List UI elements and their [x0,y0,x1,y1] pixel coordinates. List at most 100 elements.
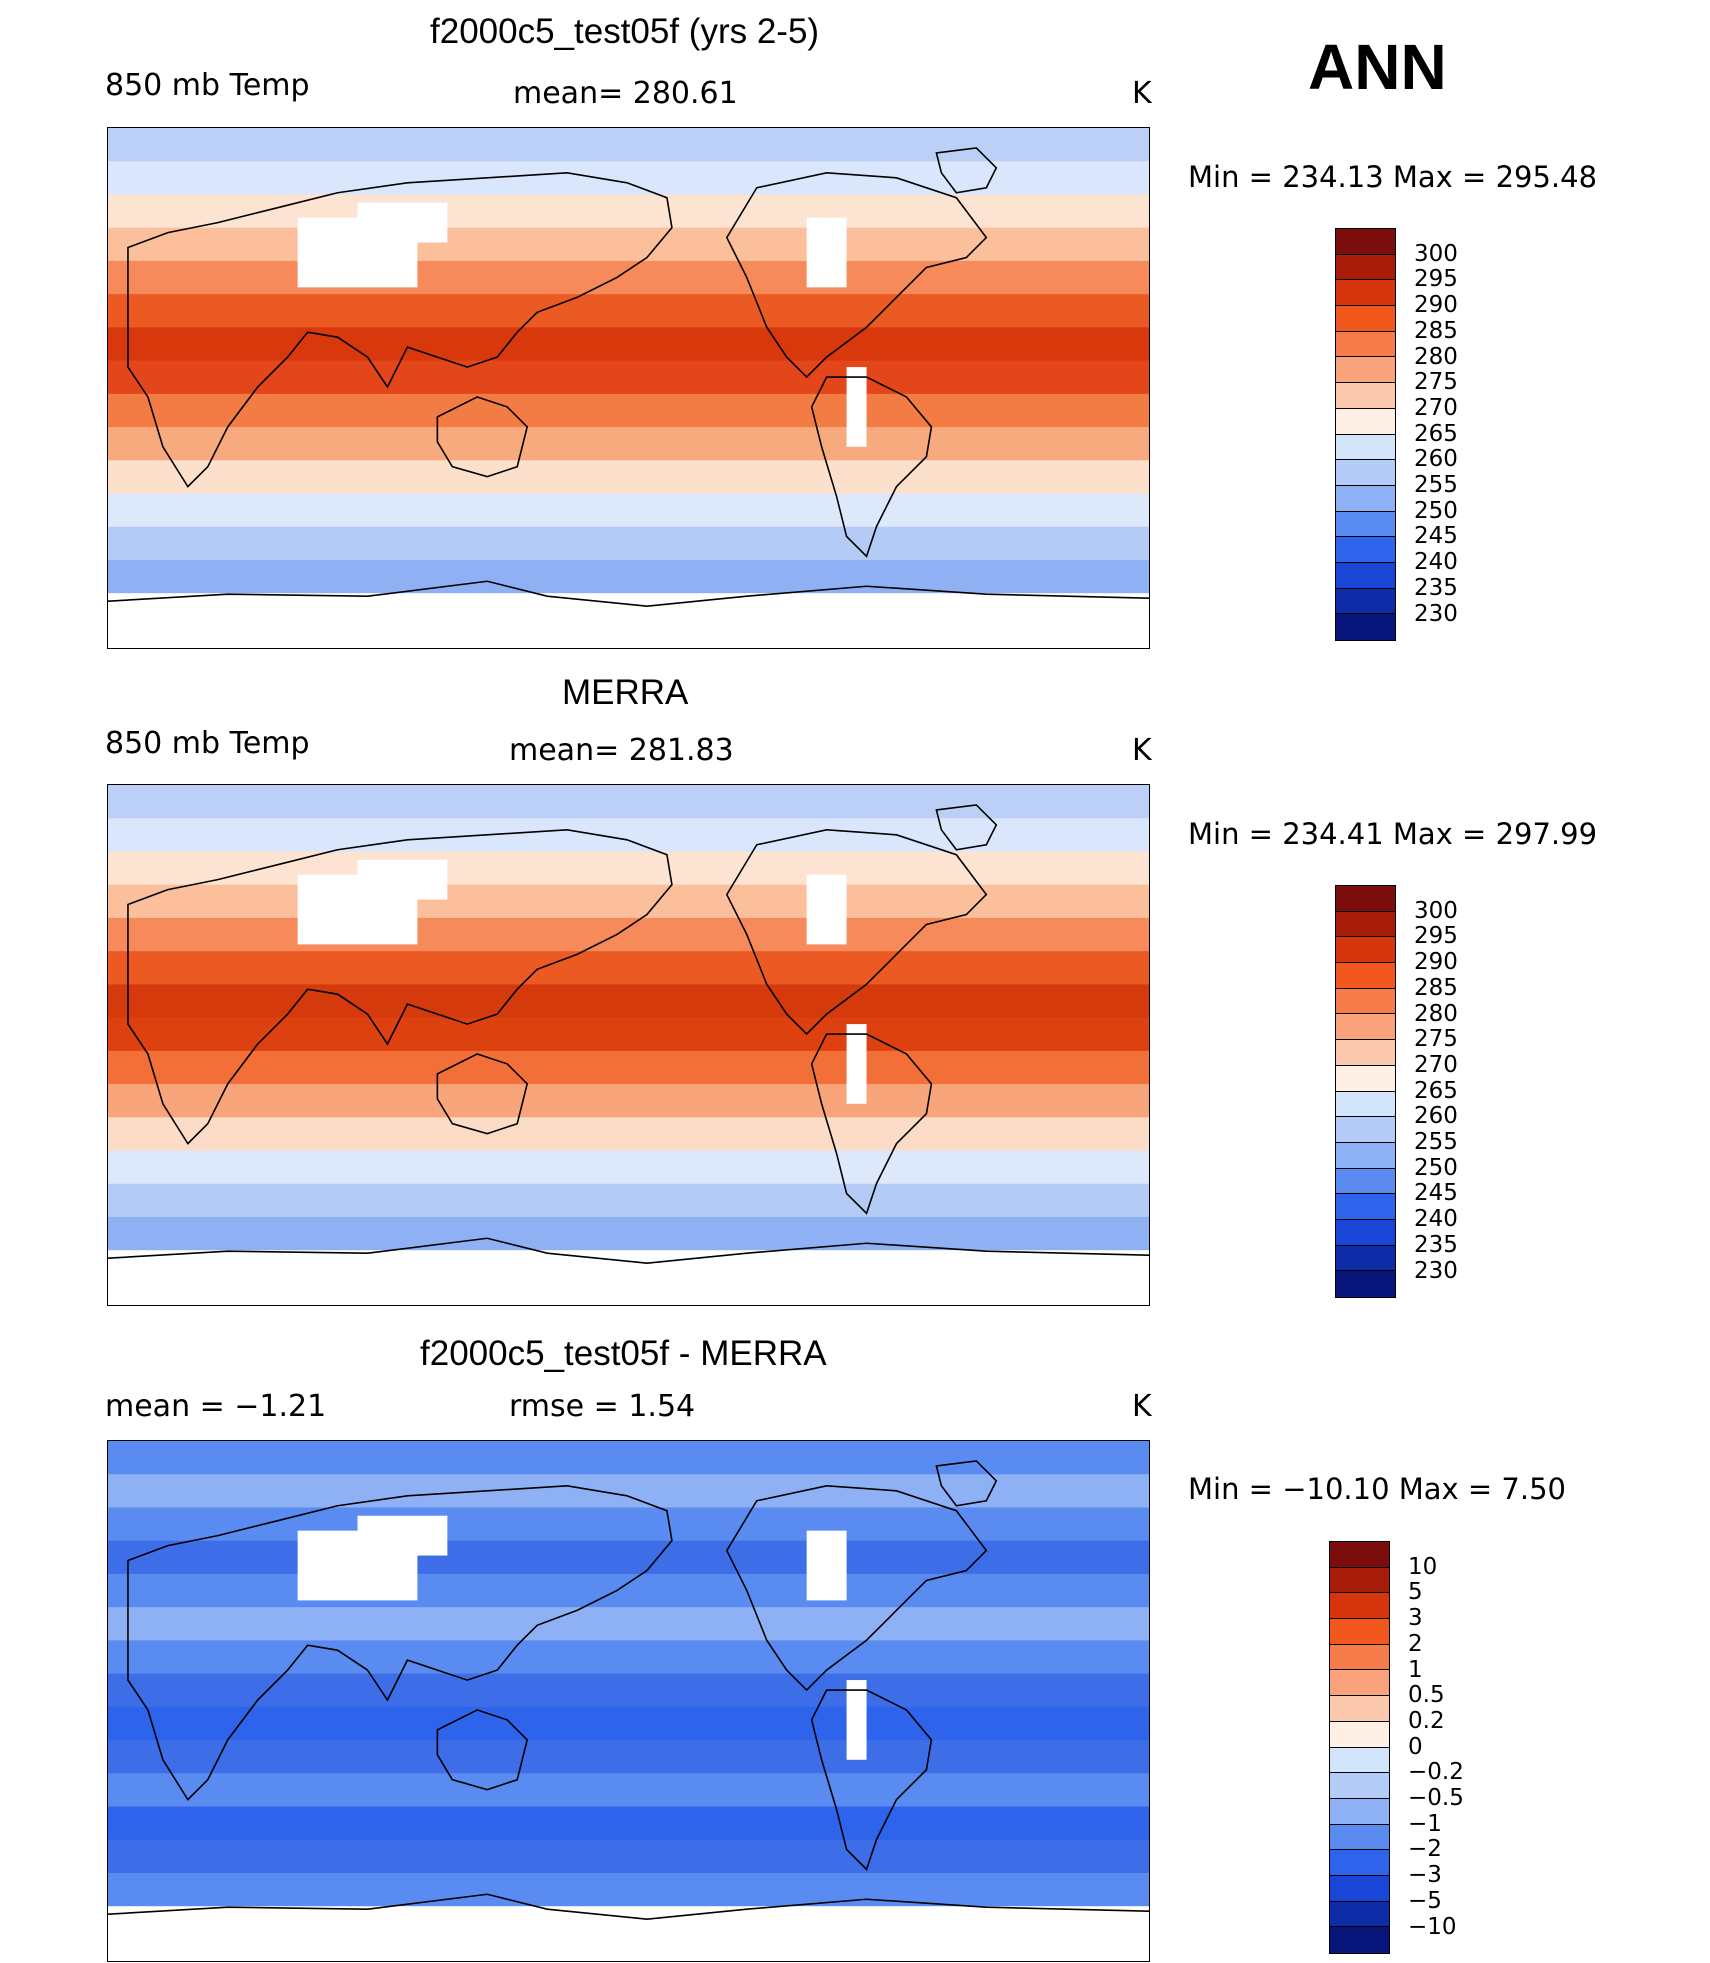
colorbar-swatch [1330,1593,1389,1620]
colorbar-tick-label: −0.5 [1408,1785,1464,1811]
contour-band [108,360,1149,395]
colorbar-swatch [1330,1721,1389,1748]
colorbar-swatch [1330,1619,1389,1645]
panel-3-map-svg [108,1441,1149,1961]
colorbar-swatch [1330,1644,1389,1671]
colorbar-swatch [1336,1014,1395,1041]
contour-band [108,128,1149,163]
colorbar-swatch [1330,1824,1389,1851]
coastline [436,1053,529,1135]
colorbar-tick-label: 295 [1414,923,1458,950]
antarctica-mask [108,593,1149,648]
contour-band [108,1773,1149,1808]
panel-1-mean-label: mean= 280.61 [513,76,738,111]
colorbar-tick-label: 230 [1414,1257,1458,1284]
panel-3-map [107,1440,1150,1962]
colorbar-swatch [1336,1194,1395,1220]
colorbar-tick-label: 280 [1414,1000,1458,1027]
contour-band [108,1872,1149,1908]
panel-2-variable-label: 850 mb Temp [105,726,310,761]
coastline [725,172,988,379]
coastline [810,1033,933,1215]
colorbar-tick-label: 245 [1414,1180,1458,1207]
season-label: ANN [1308,31,1447,103]
colorbar-tick-label: 295 [1414,266,1458,293]
contour-band [108,1441,1149,1476]
contour-band [108,1150,1149,1185]
colorbar-swatch [1336,1065,1395,1092]
panel-1-variable-label: 850 mb Temp [105,68,310,103]
colorbar-tick-label: 270 [1414,394,1458,421]
colorbar-swatch [1336,434,1395,461]
contour-band [108,1706,1149,1742]
colorbar-tick-label: −5 [1408,1887,1442,1914]
contour-band [108,1673,1149,1708]
colorbar-swatch [1336,460,1395,486]
colorbar-swatch [1336,963,1395,989]
contour-band [108,227,1149,262]
contour-band [108,951,1149,986]
colorbar-tick-label: 10 [1408,1553,1438,1580]
panel-3-mean-label: mean = −1.21 [105,1389,327,1424]
coastline [127,1485,673,1801]
panel-2-map-svg [108,785,1149,1305]
coastline [108,1237,1149,1264]
colorbar-tick-label: 0.5 [1408,1682,1445,1709]
panel-1-map [107,127,1150,649]
contour-band [108,460,1149,495]
colorbar-swatch [1336,229,1395,255]
coastline [810,376,933,558]
coastline [127,172,673,488]
colorbar-tick-label: 270 [1414,1051,1458,1078]
colorbar-tick-label: 3 [1408,1605,1423,1632]
coastline [108,580,1149,607]
colorbar-swatch [1336,537,1395,563]
coastline [725,829,988,1036]
colorbar-swatch [1336,614,1395,640]
antarctica-mask [108,1906,1149,1961]
contour-band [108,1216,1149,1252]
colorbar-swatches [1335,228,1396,641]
contour-band [108,1017,1149,1052]
colorbar-swatch [1336,562,1395,589]
colorbar-swatch [1336,331,1395,358]
contour-band [108,327,1149,362]
coastline [725,1485,988,1692]
colorbar-tick-label: −0.2 [1408,1759,1464,1786]
panel-1-minmax-label: Min = 234.13 Max = 295.48 [1188,160,1598,194]
missing-data-region [806,217,847,288]
colorbar-swatch [1336,588,1395,615]
contour-band [108,1740,1149,1775]
colorbar-tick-label: −2 [1408,1836,1442,1863]
missing-data-region [357,202,448,243]
contour-band [108,1607,1149,1642]
colorbar-swatch [1330,1670,1389,1697]
colorbar-tick-label: 285 [1414,317,1458,344]
colorbar-tick-label: 2 [1408,1630,1423,1657]
contour-band [108,1084,1149,1119]
coastline [810,1689,933,1871]
colorbar-swatch [1330,1901,1389,1928]
colorbar-swatch [1336,886,1395,912]
coastline [935,147,998,194]
missing-data-region [806,1530,847,1601]
colorbar-tick-label: 0 [1408,1733,1423,1760]
colorbar-tick-label: 255 [1414,472,1458,498]
missing-data-region [846,1024,867,1104]
colorbar-swatch [1330,1542,1389,1568]
colorbar-tick-label: 250 [1414,497,1458,524]
contour-band [108,1050,1149,1086]
colorbar-tick-label: 0.2 [1408,1707,1445,1734]
colorbar-swatch [1330,1850,1389,1876]
missing-data-region [806,874,847,945]
colorbar-swatch [1336,1168,1395,1195]
colorbar-tick-label: 1 [1408,1656,1423,1683]
colorbar-tick-label: 230 [1414,600,1458,627]
colorbar-swatch [1336,988,1395,1015]
colorbar-tick-label: 300 [1414,240,1458,267]
contour-band [108,559,1149,595]
coastline [108,1893,1149,1920]
panel-1-title: f2000c5_test05f (yrs 2-5) [430,12,820,51]
colorbar-tick-label: 275 [1414,1026,1458,1053]
colorbar-tick-label: 280 [1414,343,1458,370]
